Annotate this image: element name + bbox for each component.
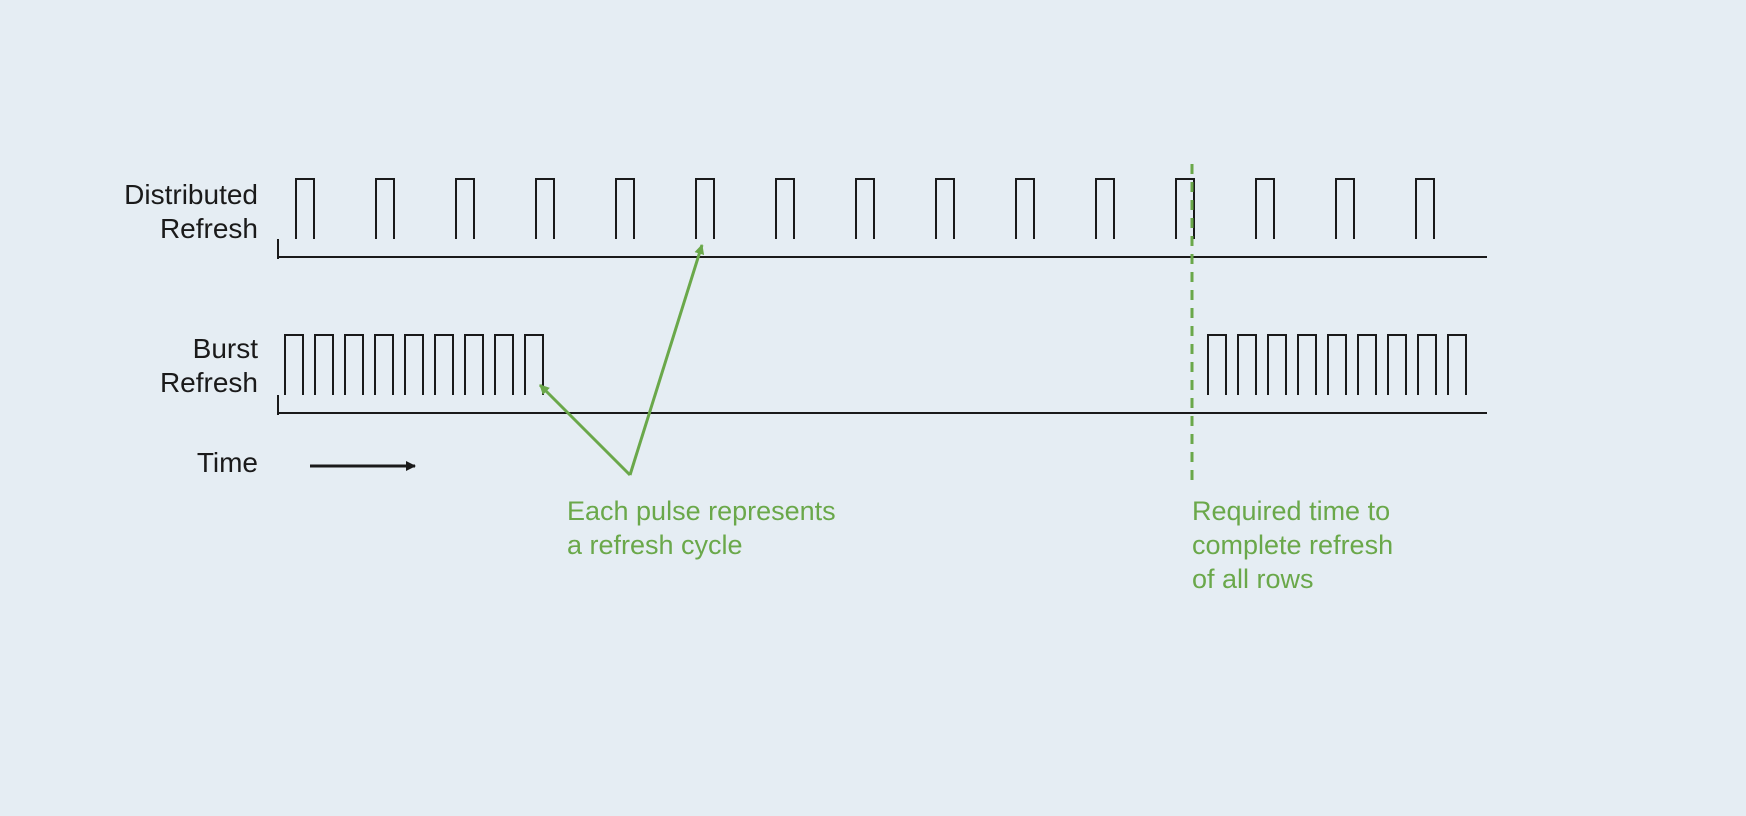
refresh-timing-diagram: DistributedRefreshBurstRefreshTimeEach p… [0, 0, 1746, 816]
pulse-annotation: Each pulse represents [567, 496, 836, 526]
burst-refresh-label: Burst [193, 333, 259, 364]
background [0, 0, 1746, 816]
required-time-annotation: of all rows [1192, 564, 1314, 594]
burst-refresh-label: Refresh [160, 367, 258, 398]
distributed-refresh-label: Distributed [124, 179, 258, 210]
required-time-annotation: Required time to [1192, 496, 1390, 526]
pulse-annotation: a refresh cycle [567, 530, 743, 560]
time-label: Time [197, 447, 258, 478]
distributed-refresh-label: Refresh [160, 213, 258, 244]
required-time-annotation: complete refresh [1192, 530, 1393, 560]
